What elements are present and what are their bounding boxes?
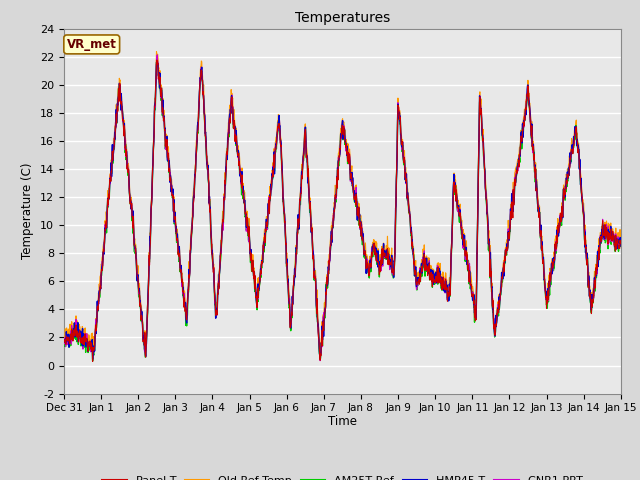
Text: VR_met: VR_met	[67, 38, 116, 51]
Title: Temperatures: Temperatures	[295, 11, 390, 25]
X-axis label: Time: Time	[328, 415, 357, 428]
Y-axis label: Temperature (C): Temperature (C)	[22, 163, 35, 260]
Legend: Panel T, Old Ref Temp, AM25T Ref, HMP45 T, CNR1 PRT: Panel T, Old Ref Temp, AM25T Ref, HMP45 …	[98, 471, 587, 480]
